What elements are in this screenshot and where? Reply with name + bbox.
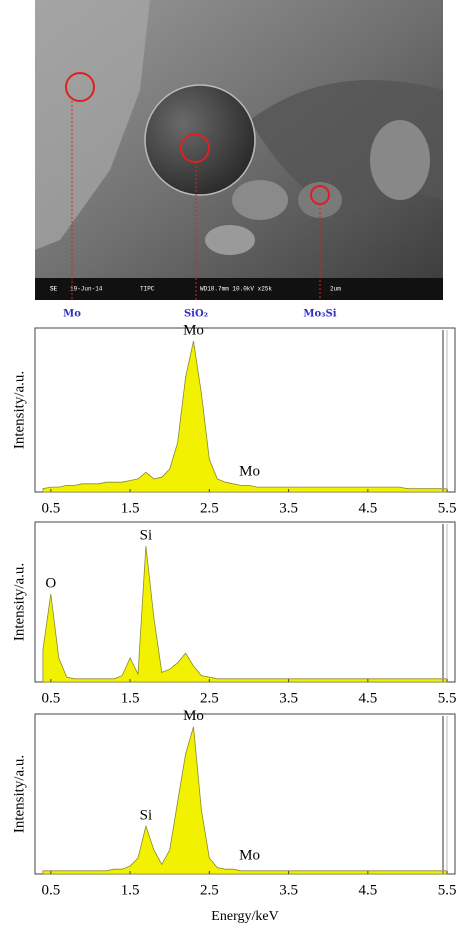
info: TIPC xyxy=(140,286,155,293)
x-tick-label: 2.5 xyxy=(200,690,219,706)
y-axis-label: Intensity/a.u. xyxy=(11,755,27,833)
plot-frame xyxy=(34,713,456,875)
y-axis-label: Intensity/a.u. xyxy=(11,371,27,449)
annotation: Mo xyxy=(239,464,260,480)
sem-image: SE 19-Jun-14 SE TIPC WD18.7mm 10.0kV x25k 2… xyxy=(35,0,443,300)
x-tick-label: 0.5 xyxy=(41,882,60,898)
x-tick-label: 2.5 xyxy=(200,500,219,516)
annotation: Si xyxy=(140,807,153,823)
x-tick-label: 2.5 xyxy=(200,882,219,898)
x-tick-label: 1.5 xyxy=(121,500,140,516)
x-tick-label: 0.5 xyxy=(41,500,60,516)
info: 2um xyxy=(330,286,341,293)
svg-text:SE: SE xyxy=(50,286,58,293)
y-axis-label: Intensity/a.u. xyxy=(11,563,27,641)
info: SE xyxy=(50,286,58,293)
x-tick-label: 1.5 xyxy=(121,690,140,706)
x-tick-label: 3.5 xyxy=(279,690,298,706)
info: WD18.7mm 10.0kV x25k xyxy=(200,286,272,293)
x-tick-label: 4.5 xyxy=(358,500,377,516)
x-tick-label: 4.5 xyxy=(358,882,377,898)
x-tick-label: 4.5 xyxy=(358,690,377,706)
spectrum xyxy=(42,341,448,493)
x-axis-label: Energy/keV xyxy=(211,909,278,924)
plot-frame xyxy=(34,521,456,683)
annotation: O xyxy=(45,575,56,591)
x-tick-label: 1.5 xyxy=(121,882,140,898)
spectrum xyxy=(42,545,448,683)
info: 19-Jun-14 xyxy=(70,286,103,293)
x-tick-label: 5.5 xyxy=(438,882,457,898)
x-tick-label: 3.5 xyxy=(279,500,298,516)
x-tick-label: 5.5 xyxy=(438,690,457,706)
point-label: Mo₃Si xyxy=(303,309,336,320)
annotation: Mo xyxy=(239,847,260,863)
annotation: Si xyxy=(140,527,153,543)
x-tick-label: 5.5 xyxy=(438,500,457,516)
annotation: Mo xyxy=(183,323,204,339)
annotation: Mo xyxy=(183,708,204,724)
point-label: SiO₂ xyxy=(184,309,208,320)
x-tick-label: 0.5 xyxy=(41,690,60,706)
point-label: Mo xyxy=(63,309,81,320)
x-tick-label: 3.5 xyxy=(279,882,298,898)
plot-frame xyxy=(34,327,456,493)
spectrum xyxy=(42,726,448,875)
